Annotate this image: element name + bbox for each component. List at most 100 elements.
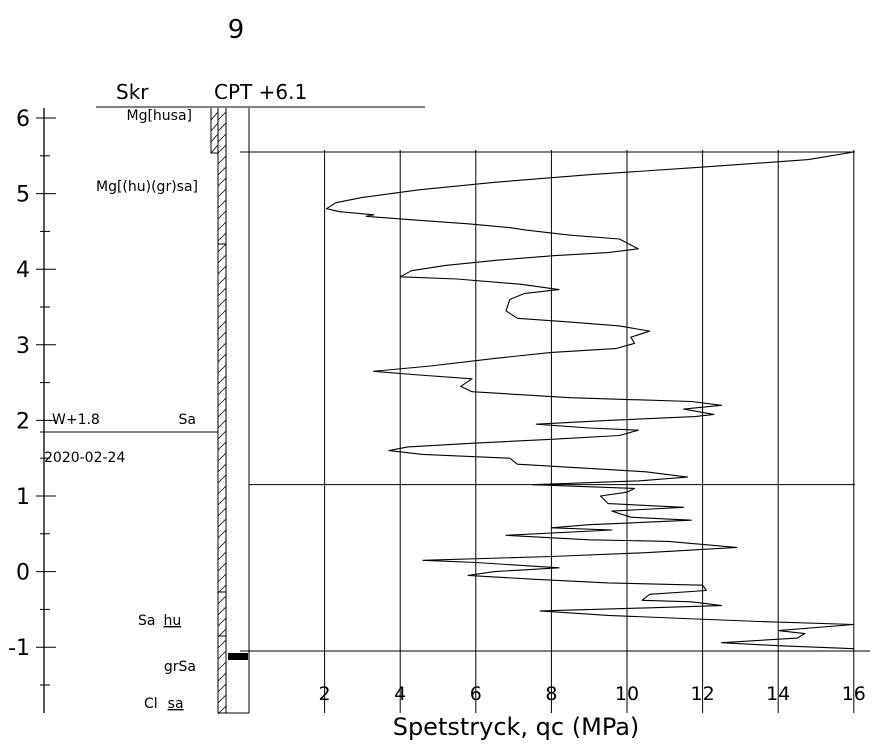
soil-label-mg-husa: Mg[husa]	[126, 108, 192, 124]
hatch-line	[217, 342, 227, 352]
hatch-line	[217, 243, 227, 253]
soil-label-mg-hu-gr-sa: Mg[(hu)(gr)sa]	[96, 179, 198, 195]
x-axis-title: Spetstryck, qc (MPa)	[393, 713, 640, 741]
x-tick-label: 8	[545, 683, 557, 705]
x-tick-label: 16	[842, 683, 866, 705]
x-tick-label: 14	[766, 683, 790, 705]
hatch-line	[217, 199, 227, 209]
hatch-line	[217, 419, 227, 429]
hatch-line	[217, 177, 227, 187]
hatch-line	[217, 705, 227, 715]
depth-tick-label: 0	[16, 561, 30, 586]
x-axis-tick-labels: 2 4 6 8 10 12 14 16	[319, 683, 866, 705]
hatch-line	[217, 672, 227, 682]
depth-axis-labels: 6 5 4 3 2 1 0 -1	[8, 107, 30, 661]
hatch-line	[217, 188, 227, 198]
hatch-line	[217, 364, 227, 374]
x-tick-label: 6	[470, 683, 482, 705]
soil-label-sa-hu-main: Sa	[138, 613, 155, 629]
chart-grid	[324, 150, 855, 713]
groundwater-date: 2020-02-24	[44, 450, 125, 466]
hatch-line	[217, 375, 227, 385]
layer-boundary-lines	[240, 151, 870, 652]
hatch-line	[217, 155, 227, 165]
hatch-line	[210, 144, 219, 154]
hatch-line	[217, 606, 227, 616]
soil-label-grsa: grSa	[164, 659, 196, 675]
hatch-line	[217, 551, 227, 561]
hatch-line	[217, 441, 227, 451]
hatch-line	[217, 331, 227, 341]
hatch-line	[217, 507, 227, 517]
hatch-line	[217, 430, 227, 440]
hatch-line	[217, 353, 227, 363]
hatch-line	[217, 485, 227, 495]
cone-resistance-series	[256, 151, 855, 650]
hatch-line	[217, 276, 227, 286]
hatch-line	[217, 232, 227, 242]
hatch-line	[217, 595, 227, 605]
hatch-line	[217, 144, 227, 154]
hatch-line	[217, 166, 227, 176]
hatch-line	[217, 408, 227, 418]
depth-tick-label: 4	[16, 258, 30, 283]
hatch-line	[217, 463, 227, 473]
hatch-line	[217, 111, 227, 121]
hatch-line	[217, 474, 227, 484]
hatch-line	[217, 133, 227, 143]
column-hatching	[210, 111, 227, 715]
x-tick-label: 10	[615, 683, 639, 705]
x-tick-label: 12	[691, 683, 715, 705]
hatch-line	[217, 298, 227, 308]
groundwater-level: W+1.8	[52, 412, 100, 428]
hatch-line	[217, 661, 227, 671]
sounding-label: CPT +6.1	[214, 80, 307, 104]
hatch-line	[217, 287, 227, 297]
method-label: Skr	[116, 80, 149, 104]
hatch-line	[217, 573, 227, 583]
hatch-line	[217, 309, 227, 319]
hatch-line	[217, 397, 227, 407]
hatch-line	[217, 210, 227, 220]
x-tick-label: 2	[319, 683, 331, 705]
hatch-line	[217, 122, 227, 132]
borehole-column	[210, 108, 250, 714]
soil-labels: Mg[husa] Mg[(hu)(gr)sa] Sa Sa hu grSa Cl s…	[96, 108, 198, 712]
hatch-line	[217, 540, 227, 550]
stop-marker	[228, 653, 248, 660]
x-tick-label: 4	[394, 683, 406, 705]
hatch-line	[217, 650, 227, 660]
depth-tick-label: 2	[16, 409, 30, 434]
depth-axis-ticks	[36, 117, 56, 686]
depth-tick-label: 5	[16, 183, 30, 208]
hatch-line	[217, 254, 227, 264]
hatch-line	[217, 694, 227, 704]
hatch-line	[217, 562, 227, 572]
hatch-line	[217, 683, 227, 693]
hatch-line	[217, 386, 227, 396]
soil-label-sa: Sa	[179, 412, 196, 428]
soil-label-cl-sa-main: Cl	[144, 696, 158, 712]
hatch-line	[217, 452, 227, 462]
hatch-line	[217, 529, 227, 539]
soil-label-cl-sa-underlined: sa	[168, 696, 184, 712]
hatch-line	[210, 133, 219, 143]
depth-tick-label: 3	[16, 334, 30, 359]
hatch-line	[217, 221, 227, 231]
hatch-line	[217, 639, 227, 649]
depth-tick-label: 6	[16, 107, 30, 132]
depth-tick-label: 1	[16, 485, 30, 510]
soil-label-cl-sa: Cl sa	[144, 696, 184, 712]
page-number: 9	[228, 15, 245, 45]
depth-tick-label: -1	[8, 636, 30, 661]
hatch-line	[217, 496, 227, 506]
hatch-line	[217, 518, 227, 528]
hatch-line	[210, 111, 219, 121]
soil-label-sa-hu: Sa hu	[138, 613, 181, 629]
hatch-line	[217, 320, 227, 330]
hatch-line	[210, 122, 219, 132]
hatch-line	[217, 265, 227, 275]
hatch-line	[217, 617, 227, 627]
cone-resistance-trace	[256, 151, 855, 650]
